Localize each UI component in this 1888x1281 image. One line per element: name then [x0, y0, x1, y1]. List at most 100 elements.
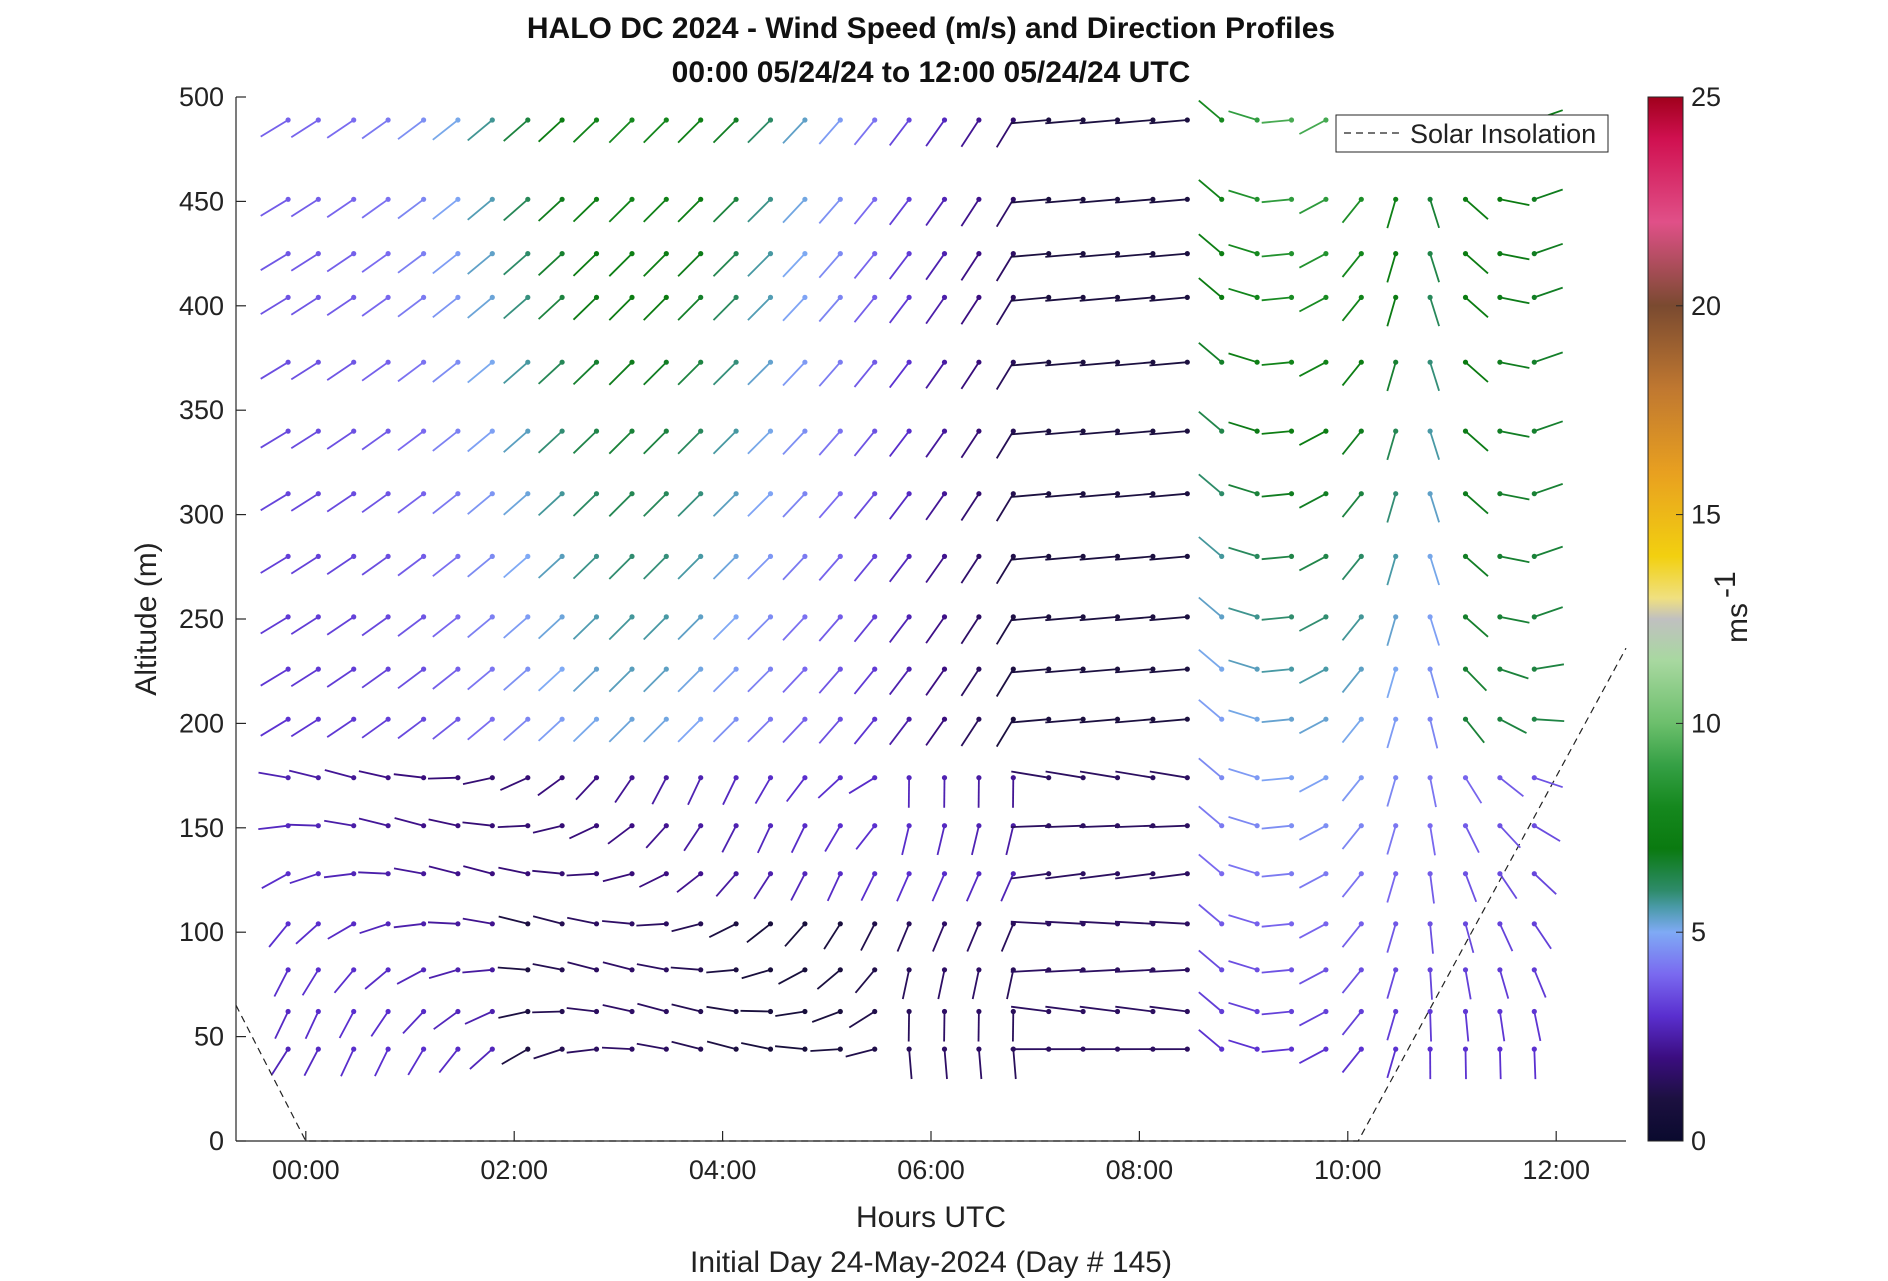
wind-barb — [1464, 969, 1472, 1000]
wind-barb — [537, 430, 563, 454]
wind-barb — [1386, 777, 1397, 807]
wind-barb-dot — [1046, 251, 1052, 257]
y-tick-label: 200 — [179, 708, 224, 738]
wind-barb-dot — [629, 553, 635, 560]
wind-barb — [818, 361, 841, 387]
wind-barb-dot — [767, 294, 774, 300]
wind-barb-dot — [1184, 428, 1190, 434]
colorbar-tick-label: 15 — [1691, 500, 1721, 530]
wind-barb-dot — [802, 1046, 808, 1052]
wind-barb-dot — [941, 1046, 948, 1052]
wind-barb — [1261, 1048, 1292, 1053]
wind-barb-dot — [802, 294, 808, 300]
wind-barb-dot — [976, 614, 982, 620]
wind-barb-dot — [351, 614, 357, 620]
wind-barb — [1045, 119, 1084, 125]
wind-barb-dot — [421, 553, 427, 560]
wind-barb — [397, 119, 425, 140]
wind-barb — [1149, 1005, 1188, 1013]
wind-barb — [712, 361, 737, 386]
wind-barb — [1341, 718, 1363, 744]
wind-barb — [532, 824, 563, 834]
wind-barb — [427, 921, 458, 925]
wind-barb — [1261, 430, 1292, 435]
wind-barb — [1298, 119, 1327, 135]
wind-barb — [433, 1010, 459, 1030]
wind-barb-dot — [1358, 553, 1364, 560]
wind-barb-dot — [455, 871, 461, 877]
wind-barb-dot — [698, 1046, 704, 1052]
wind-barb-dot — [385, 117, 391, 123]
wind-barb-dot — [976, 428, 982, 434]
wind-barb — [602, 961, 633, 971]
wind-barb-dot — [421, 1008, 427, 1015]
wind-barb — [532, 963, 563, 971]
wind-barb-dot — [767, 921, 774, 927]
wind-barb-dot — [1427, 359, 1433, 365]
wind-barb — [260, 555, 289, 574]
wind-barb-dot — [1150, 491, 1156, 497]
wind-barb-dot — [385, 666, 391, 672]
wind-barb-dot — [1462, 1008, 1469, 1015]
wind-barb — [1115, 555, 1153, 561]
wind-barb — [467, 668, 493, 691]
wind-barb-dot — [906, 359, 912, 365]
wind-barb — [908, 1049, 913, 1080]
wind-barb-dot — [1393, 196, 1399, 202]
wind-barb — [361, 718, 389, 739]
wind-barb — [1079, 198, 1118, 204]
wind-barb — [1010, 430, 1049, 436]
wind-barb-dot — [629, 967, 635, 973]
wind-barb — [1386, 1011, 1397, 1041]
wind-barb-dot — [872, 294, 878, 300]
wind-barb — [1464, 668, 1488, 692]
wind-barb-dot — [906, 428, 912, 434]
wind-barb-dot — [663, 359, 669, 365]
wind-barb-dot — [1288, 614, 1295, 620]
wind-barb — [677, 555, 702, 580]
wind-barb — [361, 616, 389, 637]
wind-barb — [1298, 824, 1327, 841]
wind-barb — [467, 555, 493, 578]
wind-barb — [687, 777, 702, 806]
wind-barb — [818, 253, 841, 279]
wind-barb-dot — [559, 294, 565, 300]
wind-barb — [1261, 361, 1292, 366]
wind-barb — [1228, 607, 1258, 618]
wind-barb — [572, 668, 598, 693]
wind-barb — [971, 969, 980, 1000]
wind-barb-dot — [1358, 491, 1364, 497]
wind-barb-dot — [1184, 196, 1190, 202]
wind-barb — [1464, 1011, 1470, 1042]
wind-barb-dot — [629, 359, 635, 365]
wind-barb — [1114, 824, 1153, 828]
wind-barb-dot — [629, 251, 635, 257]
wind-barb — [1115, 430, 1153, 436]
wind-barb-dot — [1150, 666, 1156, 672]
wind-barb — [397, 616, 425, 637]
wind-barb-dot — [1462, 251, 1469, 257]
wind-barb-dot — [767, 553, 774, 560]
wind-barb-dot — [559, 967, 565, 973]
wind-barb — [925, 361, 946, 389]
wind-barb — [1198, 649, 1223, 670]
wind-barb-dot — [1219, 871, 1225, 877]
wind-barb-dot — [1184, 1046, 1190, 1052]
wind-barb — [1534, 483, 1563, 495]
wind-barb — [1386, 923, 1397, 953]
wind-barb — [747, 555, 772, 580]
y-tick-label: 300 — [179, 500, 224, 530]
wind-barb-dot — [1393, 491, 1399, 497]
wind-barb-dot — [1358, 716, 1364, 722]
wind-barb-dot — [733, 1008, 739, 1015]
wind-barb — [1499, 198, 1530, 206]
wind-barb — [925, 616, 946, 644]
wind-barb-dot — [593, 614, 600, 620]
wind-barb-dot — [1393, 967, 1399, 973]
wind-barb — [467, 119, 493, 142]
wind-barb-dot — [1080, 666, 1086, 672]
wind-barb-dot — [1219, 666, 1225, 672]
wind-barb — [1010, 555, 1049, 561]
wind-barb-dot — [663, 428, 669, 434]
wind-barb — [643, 430, 667, 455]
